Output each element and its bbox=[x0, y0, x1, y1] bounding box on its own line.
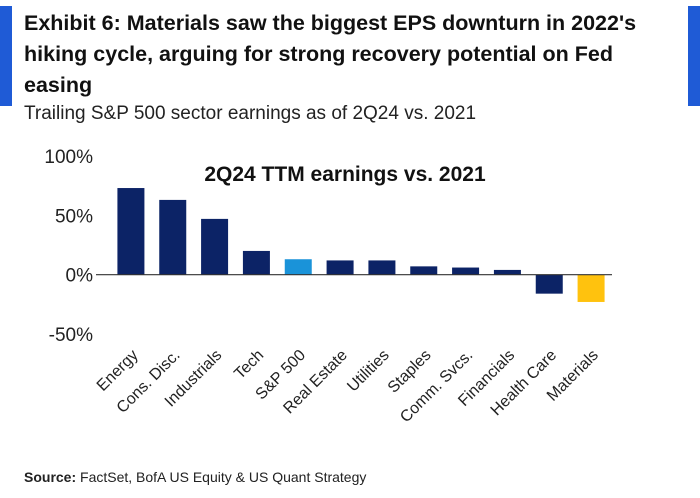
accent-bar-left bbox=[0, 6, 12, 106]
bar-s-p-500 bbox=[284, 259, 312, 275]
bar-energy bbox=[117, 188, 145, 275]
chart-title: 2Q24 TTM earnings vs. 2021 bbox=[204, 163, 486, 186]
bar-materials bbox=[577, 274, 605, 302]
x-tick-label: Comm. Svcs. bbox=[397, 347, 476, 426]
y-tick-label: 0% bbox=[66, 266, 94, 287]
x-tick-label: Utilities bbox=[344, 347, 392, 395]
bar-industrials bbox=[201, 218, 229, 275]
y-tick-label: 100% bbox=[44, 147, 93, 168]
bar-staples bbox=[410, 266, 438, 275]
bar-comm-svcs bbox=[452, 267, 480, 275]
bar-cons-disc bbox=[159, 199, 187, 275]
bar-health-care bbox=[535, 274, 563, 294]
exhibit-subtitle: Trailing S&P 500 sector earnings as of 2… bbox=[24, 103, 477, 124]
y-axis: 100% 50% 0% -50% bbox=[44, 147, 93, 346]
source-note: Source: FactSet, BofA US Equity & US Qua… bbox=[24, 469, 366, 485]
x-tick-label: Tech bbox=[231, 347, 267, 383]
y-tick-label: 50% bbox=[55, 206, 93, 227]
bar-utilities bbox=[368, 260, 396, 275]
source-label: Source: bbox=[24, 469, 77, 485]
bars bbox=[117, 188, 605, 302]
source-text: FactSet, BofA US Equity & US Quant Strat… bbox=[80, 469, 367, 485]
exhibit-title: Exhibit 6: Materials saw the biggest EPS… bbox=[24, 11, 637, 97]
y-tick-label: -50% bbox=[49, 325, 93, 346]
bar-real-estate bbox=[326, 260, 354, 275]
header: Exhibit 6: Materials saw the biggest EPS… bbox=[24, 8, 664, 126]
bar-financials bbox=[493, 269, 521, 275]
accent-bar-right bbox=[688, 6, 700, 106]
bar-tech bbox=[242, 250, 270, 275]
